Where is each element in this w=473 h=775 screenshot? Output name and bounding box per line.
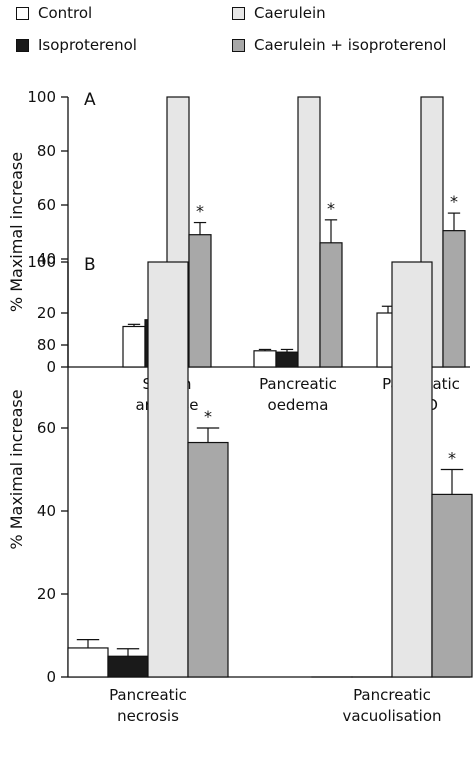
- legend-label-caerulein-isoproterenol: Caerulein + isoproterenol: [254, 36, 447, 54]
- bar: [297, 96, 321, 368]
- bar: [67, 647, 109, 678]
- legend-item-caerulein-isoproterenol: Caerulein + isoproterenol: [232, 36, 446, 54]
- category-label: necrosis: [117, 707, 179, 725]
- bar: [319, 242, 343, 368]
- significance-marker: *: [327, 199, 335, 218]
- y-tick-label: 40: [37, 250, 56, 268]
- significance-marker: *: [204, 407, 212, 426]
- bar: [442, 230, 466, 368]
- legend-label-caerulein: Caerulein: [254, 4, 326, 22]
- bar: [187, 441, 229, 678]
- bar: [122, 325, 146, 368]
- legend-label-control: Control: [38, 4, 93, 22]
- bar: [275, 351, 299, 368]
- legend-label-isoproterenol: Isoproterenol: [38, 36, 137, 54]
- bar: [431, 493, 473, 678]
- legend-swatch-control: [16, 6, 29, 20]
- y-tick-label: 60: [37, 419, 56, 437]
- category-label: Pancreatic: [109, 686, 187, 704]
- y-tick-label: 60: [37, 196, 56, 214]
- y-tick-label: 0: [46, 668, 56, 686]
- y-tick-label: 40: [37, 502, 56, 520]
- category-label: Pancreatic: [259, 375, 337, 393]
- chart-panel-b: 0 20 40 60 80 100 B % Maximal increase * Pancreat…: [7, 253, 473, 725]
- legend-swatch-caerulein: [232, 6, 245, 20]
- bar: [253, 350, 277, 368]
- significance-marker: *: [196, 202, 204, 221]
- legend-item-isoproterenol: Isoproterenol: [16, 36, 137, 54]
- category-label: Pancreatic: [353, 686, 431, 704]
- legend-swatch-isoproterenol: [16, 38, 29, 52]
- significance-marker: *: [448, 449, 456, 468]
- y-tick-label: 100: [27, 88, 56, 106]
- panel-label: B: [84, 255, 96, 275]
- y-tick-label: 80: [37, 142, 56, 160]
- bar: [188, 234, 212, 368]
- y-axis-label: % Maximal increase: [7, 152, 26, 312]
- legend-item-caerulein: Caerulein: [232, 4, 326, 22]
- bar: [107, 655, 149, 678]
- y-axis-label: % Maximal increase: [7, 389, 26, 549]
- significance-marker: *: [450, 192, 458, 211]
- legend-item-control: Control: [16, 4, 92, 22]
- category-label: oedema: [268, 396, 329, 414]
- panel-label: A: [84, 90, 96, 110]
- y-tick-label: 100: [27, 253, 56, 271]
- category-label: vacuolisation: [342, 707, 441, 725]
- y-tick-label: 20: [37, 304, 56, 322]
- legend: Control Isoproterenol Caerulein Caerulei…: [0, 0, 473, 66]
- y-tick-label: 0: [46, 358, 56, 376]
- bar: [391, 261, 433, 678]
- bar: [147, 261, 189, 678]
- y-tick-label: 80: [37, 336, 56, 354]
- y-tick-label: 20: [37, 585, 56, 603]
- legend-swatch-caerulein-isoproterenol: [232, 38, 245, 52]
